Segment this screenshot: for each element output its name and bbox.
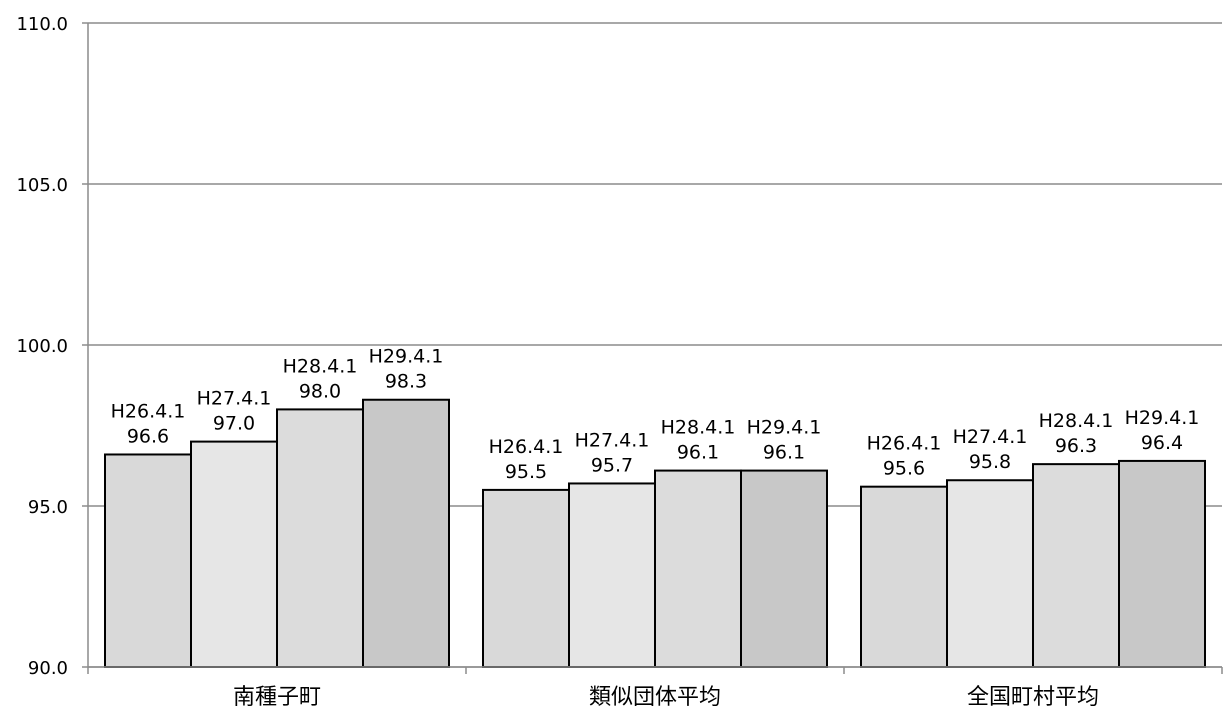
y-tick-label: 95.0 [28, 497, 68, 518]
bar [740, 469, 828, 668]
data-label-value: 95.7 [591, 454, 633, 476]
data-label-value: 97.0 [213, 413, 255, 435]
data-label-value: 96.1 [677, 442, 719, 464]
data-label-value: 98.3 [385, 371, 427, 393]
bar [860, 485, 948, 668]
data-label-value: 95.5 [505, 461, 547, 483]
y-tick-label: 105.0 [16, 175, 68, 196]
category-label: 全国町村平均 [967, 685, 1099, 710]
data-labels: H26.4.1 96.6 H27.4.1 97.0 H28.4.1 98.0 H29.4.1… [88, 346, 1222, 668]
bar [654, 469, 742, 668]
data-label-series: H27.4.1 [197, 388, 272, 410]
data-label-series: H27.4.1 [953, 426, 1028, 448]
data-label-series: H26.4.1 [111, 400, 186, 422]
axes: 90.0 95.0 100.0 105.0 110.0 南種子町 類似団体平均 全国町村平均 [16, 14, 1223, 710]
bar [946, 479, 1034, 668]
data-label-value: 96.4 [1141, 432, 1183, 454]
y-tick-label: 90.0 [28, 658, 68, 679]
bars [104, 398, 1206, 669]
category-label: 類似団体平均 [589, 685, 721, 710]
bar [568, 482, 656, 668]
data-label-value: 96.6 [127, 425, 169, 447]
data-label-series: H29.4.1 [369, 346, 444, 368]
data-label-series: H29.4.1 [1125, 407, 1200, 429]
data-label-series: H28.4.1 [661, 417, 736, 439]
bar [276, 408, 364, 668]
category-label: 南種子町 [233, 685, 321, 710]
data-label-series: H28.4.1 [1039, 410, 1114, 432]
y-tick-label: 110.0 [16, 14, 68, 35]
bar [1118, 459, 1206, 669]
bar [190, 440, 278, 668]
bar [362, 398, 450, 668]
data-label-series: H27.4.1 [575, 429, 650, 451]
data-label-series: H29.4.1 [747, 417, 822, 439]
bar [104, 453, 192, 669]
data-label-series: H26.4.1 [489, 436, 564, 458]
data-label-value: 95.6 [883, 458, 925, 480]
y-tick-label: 100.0 [16, 336, 68, 357]
bar [1032, 463, 1120, 669]
data-label-value: 98.0 [299, 380, 341, 402]
data-label-value: 96.1 [763, 442, 805, 464]
data-label-value: 95.8 [969, 451, 1011, 473]
bar [482, 488, 570, 668]
data-label-series: H26.4.1 [867, 433, 942, 455]
data-label-value: 96.3 [1055, 435, 1097, 457]
data-label-series: H28.4.1 [283, 355, 358, 377]
